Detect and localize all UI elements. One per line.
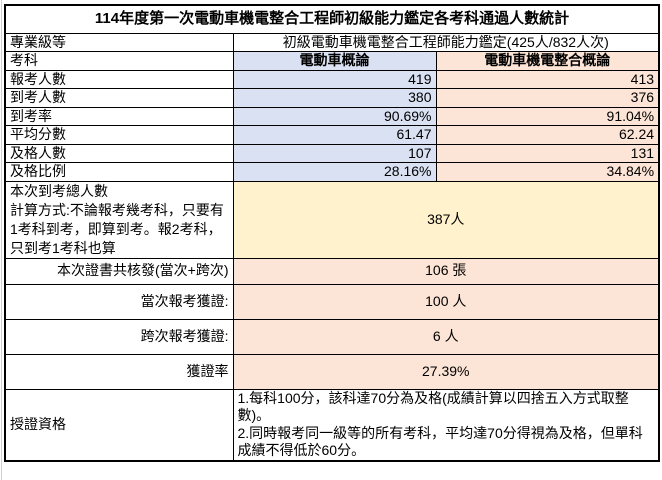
stat-row-registered: 報考人數 419 413: [4, 69, 660, 89]
certification-rate-label: 獲證率: [4, 353, 234, 390]
stat-value-col1: 380: [232, 88, 437, 108]
stat-value-col1: 61.47: [232, 125, 437, 145]
stat-row-attended: 到考人數 380 376: [4, 88, 660, 108]
level-label: 專業級等: [4, 32, 234, 52]
stat-value-col2: 376: [435, 88, 660, 108]
current-session-certified-row: 當次報考獲證: 100 人: [4, 283, 660, 320]
gridline: [1, 0, 2, 480]
statistics-table: 114年度第一次電動車機電整合工程師初級能力鑑定各考科通過人數統計 專業級等 初…: [4, 4, 661, 462]
qualification-row: 授證資格 1.每科100分，該科達70分為及格(成績計算以四捨五入方式取整數)。…: [4, 388, 660, 461]
stat-row-pass-rate: 及格比例 28.16% 34.84%: [4, 162, 660, 182]
level-value: 初級電動車機電整合工程師能力鑑定(425人/832人次): [232, 32, 660, 52]
subject-col2-header: 電動車機電整合概論: [435, 51, 660, 71]
stat-value-col2: 131: [435, 143, 660, 163]
stat-row-attendance-rate: 到考率 90.69% 91.04%: [4, 106, 660, 126]
stat-label: 及格比例: [4, 162, 234, 182]
stat-row-passed: 及格人數 107 131: [4, 143, 660, 163]
certificates-issued-label: 本次證書共核發(當次+跨次): [4, 257, 234, 285]
stat-value-col1: 419: [232, 69, 437, 89]
certificates-issued-row: 本次證書共核發(當次+跨次) 106 張: [4, 257, 660, 285]
stat-value-col1: 90.69%: [232, 106, 437, 126]
stat-label: 到考人數: [4, 88, 234, 108]
qualification-text: 1.每科100分，該科達70分為及格(成績計算以四捨五入方式取整數)。 2.同時…: [232, 388, 660, 461]
cross-session-certified-label: 跨次報考獲證:: [4, 318, 234, 355]
certificates-issued-value: 106 張: [232, 257, 660, 285]
stat-value-col1: 107: [232, 143, 437, 163]
subject-label: 考科: [4, 51, 234, 71]
stat-label: 報考人數: [4, 69, 234, 89]
title-row: 114年度第一次電動車機電整合工程師初級能力鑑定各考科通過人數統計: [4, 4, 660, 34]
attendance-total-label: 本次到考總人數 計算方式:不論報考幾考科，只要有1考科到考，即算到考。報2考科，…: [4, 180, 234, 259]
stat-value-col2: 413: [435, 69, 660, 89]
attendance-total-row: 本次到考總人數 計算方式:不論報考幾考科，只要有1考科到考，即算到考。報2考科，…: [4, 180, 660, 259]
stat-row-average-score: 平均分數 61.47 62.24: [4, 125, 660, 145]
page-title: 114年度第一次電動車機電整合工程師初級能力鑑定各考科通過人數統計: [4, 4, 660, 34]
stat-label: 及格人數: [4, 143, 234, 163]
stat-label: 平均分數: [4, 125, 234, 145]
attendance-total-value: 387人: [232, 180, 660, 259]
cross-session-certified-row: 跨次報考獲證: 6 人: [4, 318, 660, 355]
qualification-label: 授證資格: [4, 388, 234, 461]
current-session-certified-value: 100 人: [232, 283, 660, 320]
cross-session-certified-value: 6 人: [232, 318, 660, 355]
certification-rate-value: 27.39%: [232, 353, 660, 390]
stat-value-col2: 34.84%: [435, 162, 660, 182]
subject-col1-header: 電動車概論: [232, 51, 437, 71]
stat-label: 到考率: [4, 106, 234, 126]
level-row: 專業級等 初級電動車機電整合工程師能力鑑定(425人/832人次): [4, 32, 660, 52]
current-session-certified-label: 當次報考獲證:: [4, 283, 234, 320]
subject-header-row: 考科 電動車概論 電動車機電整合概論: [4, 51, 660, 71]
certification-rate-row: 獲證率 27.39%: [4, 353, 660, 390]
stat-value-col1: 28.16%: [232, 162, 437, 182]
stat-value-col2: 91.04%: [435, 106, 660, 126]
stat-value-col2: 62.24: [435, 125, 660, 145]
